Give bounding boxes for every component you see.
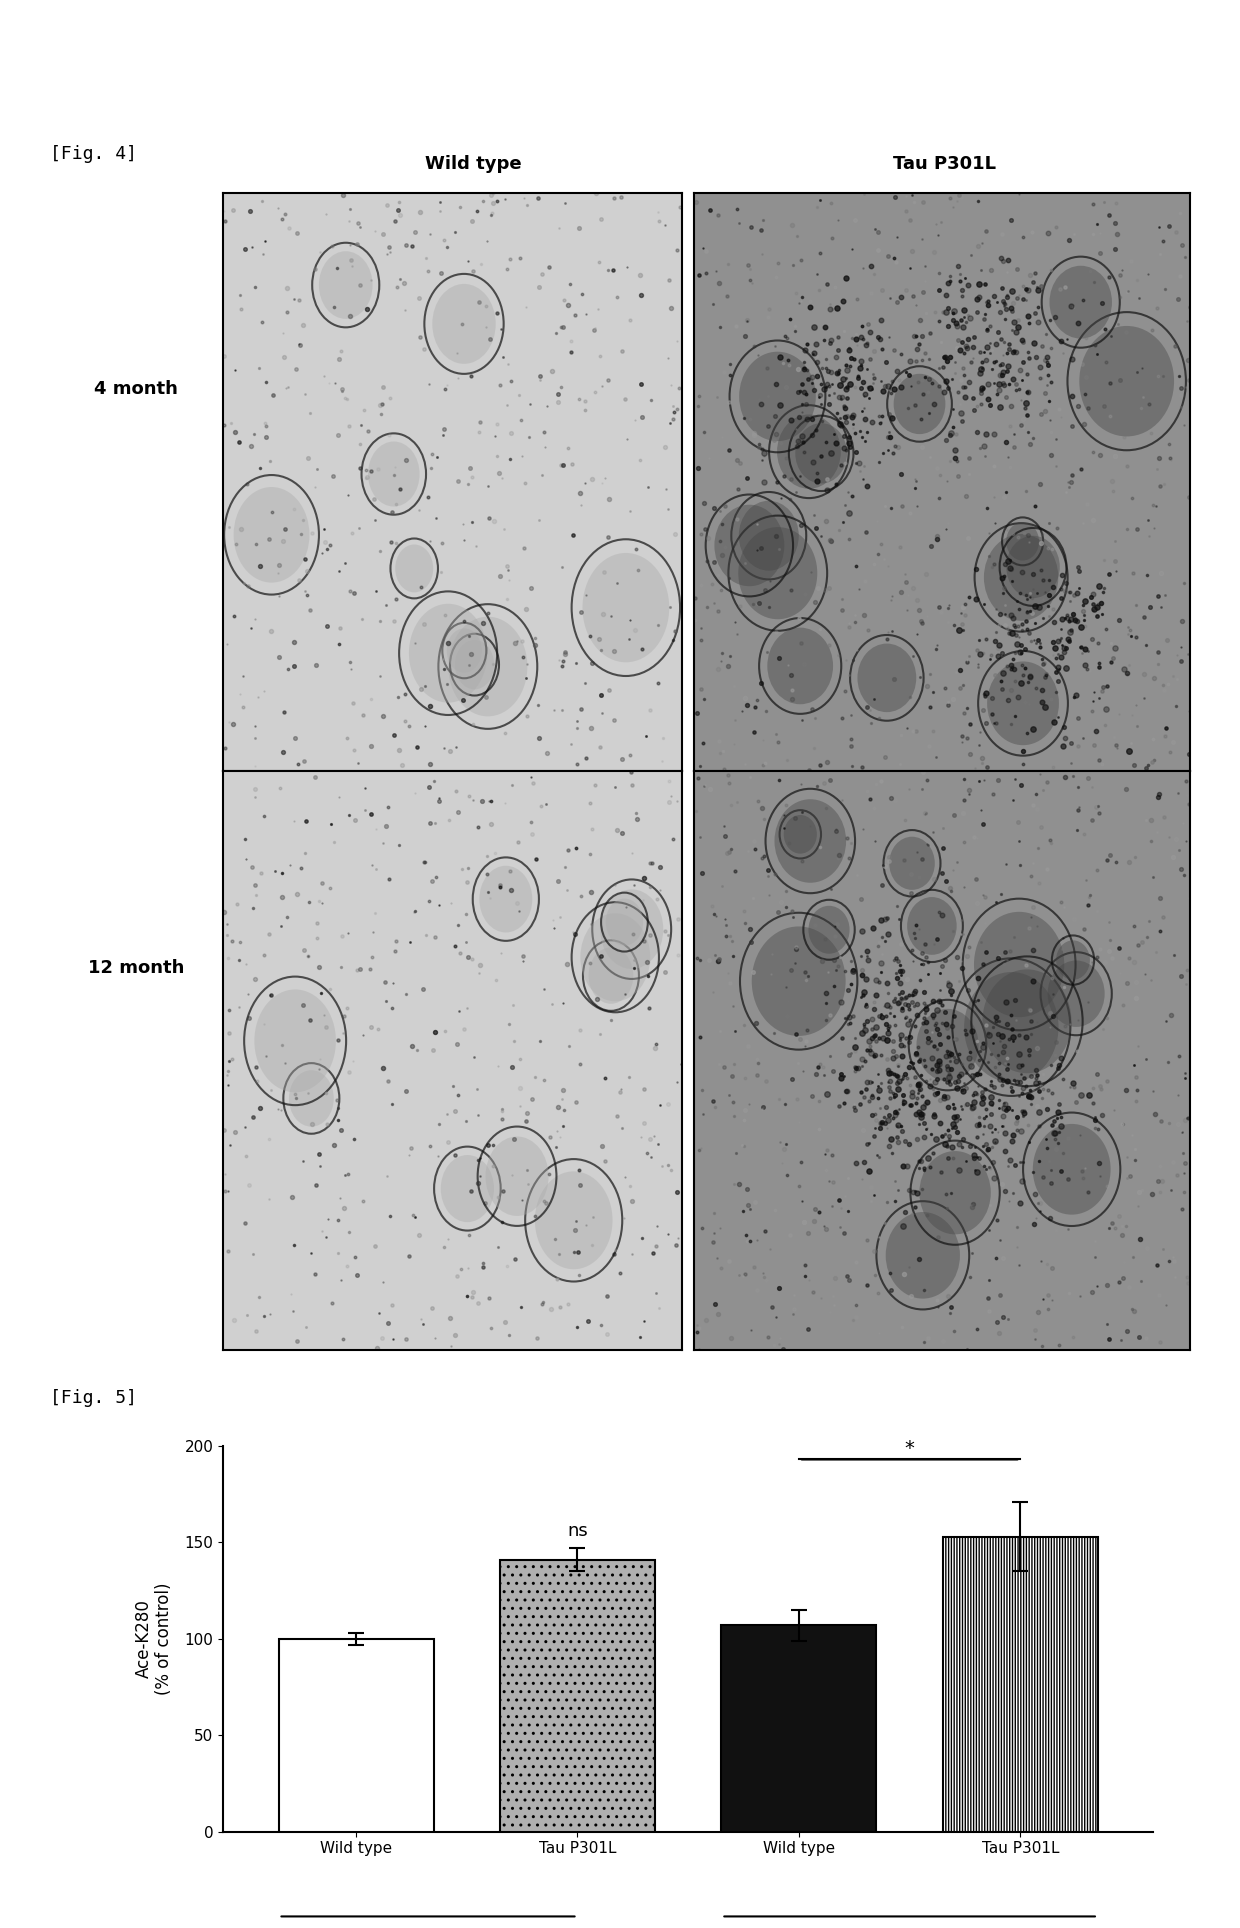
Circle shape xyxy=(233,488,310,582)
Circle shape xyxy=(795,422,847,484)
Text: ns: ns xyxy=(567,1523,588,1540)
Text: 4 month: 4 month xyxy=(94,380,179,399)
Bar xyxy=(279,1639,434,1832)
Text: *: * xyxy=(905,1438,915,1458)
Circle shape xyxy=(885,1213,960,1299)
Circle shape xyxy=(433,283,496,364)
Circle shape xyxy=(580,914,650,1001)
Circle shape xyxy=(965,972,1059,1082)
Circle shape xyxy=(1056,941,1090,979)
Y-axis label: Ace-K280
(% of control): Ace-K280 (% of control) xyxy=(135,1583,174,1695)
Circle shape xyxy=(534,1172,613,1269)
Circle shape xyxy=(857,644,916,711)
Circle shape xyxy=(777,415,841,490)
Circle shape xyxy=(254,989,336,1093)
Circle shape xyxy=(714,505,785,586)
Circle shape xyxy=(908,897,957,954)
Text: [Fig. 4]: [Fig. 4] xyxy=(50,145,136,164)
Bar xyxy=(942,1537,1097,1832)
Circle shape xyxy=(739,501,799,571)
Circle shape xyxy=(738,526,817,619)
Circle shape xyxy=(916,1008,978,1082)
Circle shape xyxy=(440,1155,494,1222)
Circle shape xyxy=(449,617,527,717)
Circle shape xyxy=(1007,536,1060,598)
Circle shape xyxy=(775,800,846,883)
Circle shape xyxy=(409,603,487,702)
Circle shape xyxy=(987,661,1059,746)
Circle shape xyxy=(739,351,816,442)
Circle shape xyxy=(368,442,419,507)
Circle shape xyxy=(808,906,849,954)
Circle shape xyxy=(983,534,1058,621)
Circle shape xyxy=(289,1070,334,1126)
Circle shape xyxy=(751,927,846,1035)
Circle shape xyxy=(446,629,482,673)
Circle shape xyxy=(1079,326,1174,436)
Circle shape xyxy=(486,1136,548,1217)
Circle shape xyxy=(768,629,833,704)
Circle shape xyxy=(589,947,634,1004)
Bar xyxy=(500,1560,655,1832)
Circle shape xyxy=(455,640,494,690)
Circle shape xyxy=(889,837,935,891)
Circle shape xyxy=(1006,522,1039,561)
Text: [Fig. 5]: [Fig. 5] xyxy=(50,1388,136,1407)
Circle shape xyxy=(319,251,372,318)
Bar xyxy=(722,1625,877,1832)
Circle shape xyxy=(982,970,1071,1074)
Circle shape xyxy=(973,912,1064,1018)
Circle shape xyxy=(1048,960,1105,1028)
Circle shape xyxy=(784,816,817,854)
Circle shape xyxy=(1049,266,1112,339)
Text: 12 month: 12 month xyxy=(88,958,185,977)
Circle shape xyxy=(919,1151,991,1234)
Circle shape xyxy=(600,889,663,970)
Circle shape xyxy=(894,374,945,434)
Circle shape xyxy=(480,866,532,933)
Circle shape xyxy=(605,898,644,945)
Text: Wild type: Wild type xyxy=(425,154,522,174)
Circle shape xyxy=(583,553,670,663)
Text: Tau P301L: Tau P301L xyxy=(893,154,997,174)
Circle shape xyxy=(1033,1124,1111,1215)
Circle shape xyxy=(396,544,433,592)
